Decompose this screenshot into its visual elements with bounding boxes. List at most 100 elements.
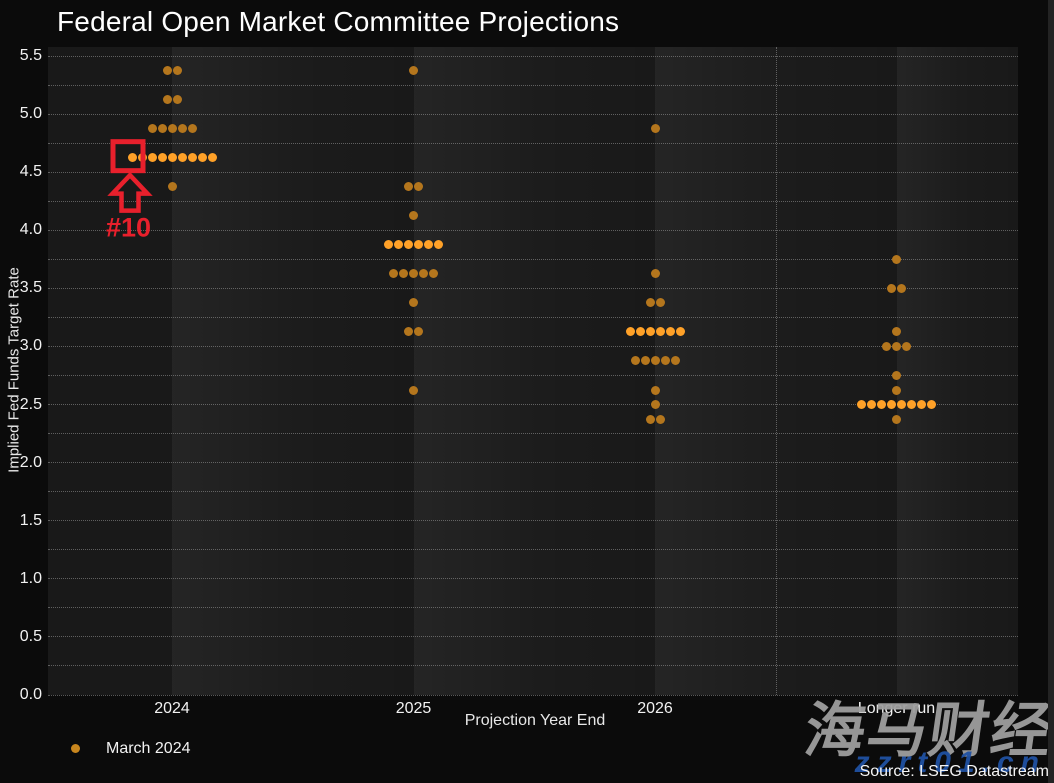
gridline-4.75 [48, 142, 1018, 144]
gridline-4.25 [48, 200, 1018, 202]
legend-dot-icon [71, 744, 80, 753]
dot-2026-4.875-0[interactable] [650, 124, 660, 134]
dot-2024-4.375-0[interactable] [167, 182, 177, 192]
dot-longer-run-3.125-0[interactable] [892, 327, 901, 337]
dot-2025-3.875-1[interactable] [394, 240, 403, 250]
column-band [896, 47, 1018, 695]
dot-2026-3.125-0[interactable] [625, 327, 635, 337]
dot-2025-3.125-0[interactable] [404, 327, 413, 337]
dot-2025-4.375-1[interactable] [414, 182, 423, 192]
chart-title: Federal Open Market Committee Projection… [57, 6, 620, 37]
gridline-0.75 [48, 607, 1018, 609]
dot-longer-run-2.375-0[interactable] [892, 414, 901, 424]
dot-2024-4.875-1[interactable] [157, 124, 167, 134]
dot-2024-4.625-8[interactable] [207, 153, 217, 163]
gridline-0.00 [48, 694, 1018, 696]
dot-longer-run-2.5-5[interactable] [907, 400, 916, 410]
dot-2024-4.875-0[interactable] [147, 124, 157, 134]
dot-2025-3.375-0[interactable] [409, 298, 418, 308]
dot-2026-3.125-2[interactable] [645, 327, 655, 337]
dot-longer-run-2.75-0[interactable] [892, 371, 901, 380]
dot-longer-run-3.5-1[interactable] [897, 283, 906, 293]
dot-2026-3.375-1[interactable] [655, 298, 665, 308]
dot-2025-5.375-0[interactable] [409, 66, 418, 76]
dot-2025-4.375-0[interactable] [404, 182, 413, 192]
dot-longer-run-3-1[interactable] [892, 341, 901, 351]
dot-2026-2.625-0[interactable] [650, 385, 660, 395]
y-tick-label-2.5: 2.5 [19, 395, 42, 413]
dot-2026-2.875-2[interactable] [650, 356, 660, 366]
dot-2026-3.125-4[interactable] [665, 327, 675, 337]
dot-2026-3.375-0[interactable] [645, 298, 655, 308]
dot-2026-2.875-4[interactable] [670, 356, 680, 366]
dot-2026-2.375-1[interactable] [655, 414, 665, 424]
dot-2024-4.625-6[interactable] [187, 153, 197, 163]
dot-2025-3.875-3[interactable] [414, 240, 423, 250]
dot-longer-run-3-0[interactable] [882, 341, 891, 351]
y-tick-label-0.5: 0.5 [19, 627, 42, 645]
dot-2025-3.625-1[interactable] [399, 269, 408, 279]
gridline-2.50 [48, 404, 1018, 406]
longer-run-separator-line [775, 47, 777, 695]
x-tick-label-2025: 2025 [395, 700, 432, 717]
dot-2025-3.625-3[interactable] [419, 269, 428, 279]
column-band [172, 47, 414, 695]
dot-longer-run-2.5-1[interactable] [867, 400, 876, 410]
dot-longer-run-3.5-0[interactable] [887, 283, 896, 293]
gridline-0.50 [48, 636, 1018, 638]
dot-2024-4.625-5[interactable] [177, 153, 187, 163]
dot-2026-2.375-0[interactable] [645, 414, 655, 424]
dot-longer-run-2.5-2[interactable] [877, 400, 886, 410]
dot-2026-2.5-0[interactable] [650, 400, 660, 410]
dot-2025-3.875-0[interactable] [384, 240, 393, 250]
dot-2025-3.625-4[interactable] [429, 269, 438, 279]
gridline-2.00 [48, 462, 1018, 464]
dot-2026-2.875-0[interactable] [630, 356, 640, 366]
dot-2024-4.625-1[interactable] [137, 153, 147, 163]
dot-2024-4.625-2[interactable] [147, 153, 157, 163]
x-tick-label-longer-run: Longer run [857, 700, 936, 717]
dot-longer-run-2.5-7[interactable] [927, 400, 936, 410]
dot-2025-3.875-5[interactable] [434, 240, 443, 250]
dot-2025-2.625-0[interactable] [409, 385, 418, 395]
dot-2024-4.875-3[interactable] [177, 124, 187, 134]
dot-2024-4.625-7[interactable] [197, 153, 207, 163]
dot-2024-4.625-0[interactable] [127, 153, 137, 163]
y-tick-label-1.5: 1.5 [19, 511, 42, 529]
dot-2024-4.625-4[interactable] [167, 153, 177, 163]
dot-longer-run-2.5-3[interactable] [887, 400, 896, 410]
dot-2026-3.125-3[interactable] [655, 327, 665, 337]
dot-2026-2.875-3[interactable] [660, 356, 670, 366]
dot-longer-run-2.5-4[interactable] [897, 400, 906, 410]
y-tick-label-2.0: 2.0 [19, 453, 42, 471]
dot-2025-4.125-0[interactable] [409, 211, 418, 221]
dot-2025-3.625-2[interactable] [409, 269, 418, 279]
dot-2024-5.375-0[interactable] [162, 66, 172, 76]
dot-2026-2.875-1[interactable] [640, 356, 650, 366]
dot-2024-4.875-2[interactable] [167, 124, 177, 134]
dot-2026-3.125-1[interactable] [635, 327, 645, 337]
dot-2024-4.875-4[interactable] [187, 124, 197, 134]
y-tick-label-3.0: 3.0 [19, 337, 42, 355]
gridline-3.00 [48, 345, 1018, 347]
gridline-4.50 [48, 171, 1018, 173]
dot-2024-4.625-3[interactable] [157, 153, 167, 163]
dot-2026-3.625-0[interactable] [650, 269, 660, 279]
dot-longer-run-3-2[interactable] [902, 341, 911, 351]
gridline-1.50 [48, 520, 1018, 522]
dot-longer-run-2.5-0[interactable] [857, 400, 866, 410]
dot-2025-3.125-1[interactable] [414, 327, 423, 337]
dot-2024-5.125-1[interactable] [172, 95, 182, 105]
y-tick-label-0.0: 0.0 [19, 686, 42, 703]
dot-2025-3.875-4[interactable] [424, 240, 433, 250]
dot-longer-run-2.625-0[interactable] [892, 385, 901, 395]
dot-2024-5.375-1[interactable] [172, 66, 182, 76]
dot-2025-3.875-2[interactable] [404, 240, 413, 250]
gridline-2.75 [48, 375, 1018, 376]
dot-longer-run-2.5-6[interactable] [917, 400, 926, 410]
dot-2026-3.125-5[interactable] [675, 327, 685, 337]
dot-longer-run-3.75-0[interactable] [892, 254, 901, 264]
dot-2025-3.625-0[interactable] [389, 269, 398, 279]
dot-2024-5.125-0[interactable] [162, 95, 172, 105]
